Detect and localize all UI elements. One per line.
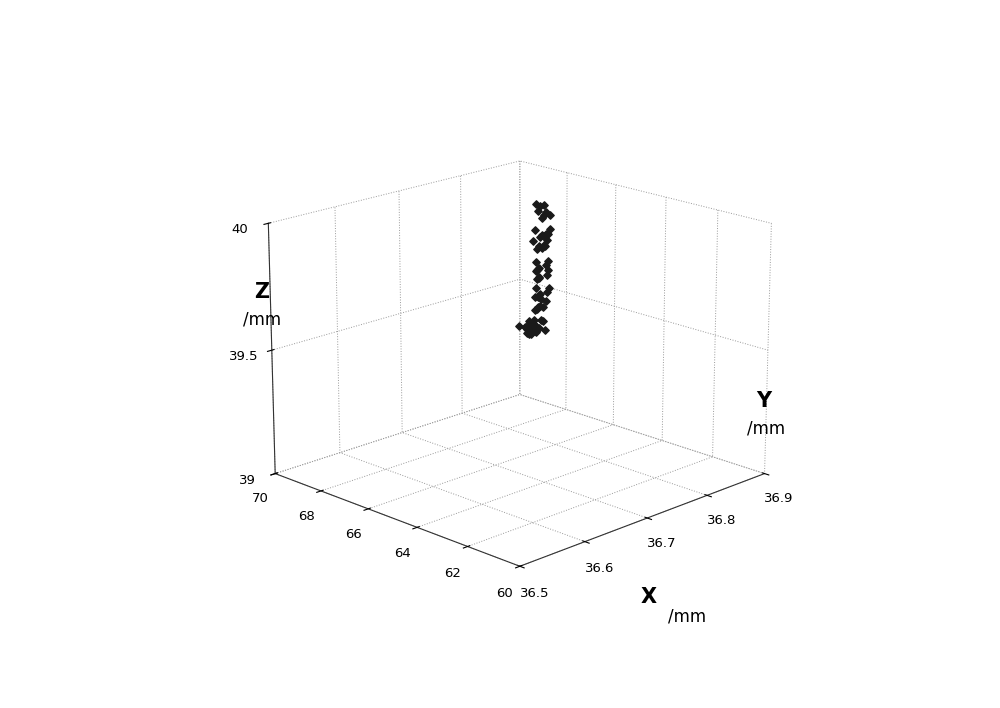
Text: Z: Z bbox=[254, 282, 269, 302]
Text: /mm: /mm bbox=[747, 419, 785, 438]
Text: /mm: /mm bbox=[668, 607, 706, 625]
Text: /mm: /mm bbox=[243, 310, 281, 329]
Text: Y: Y bbox=[756, 391, 771, 411]
Text: X: X bbox=[641, 588, 657, 607]
